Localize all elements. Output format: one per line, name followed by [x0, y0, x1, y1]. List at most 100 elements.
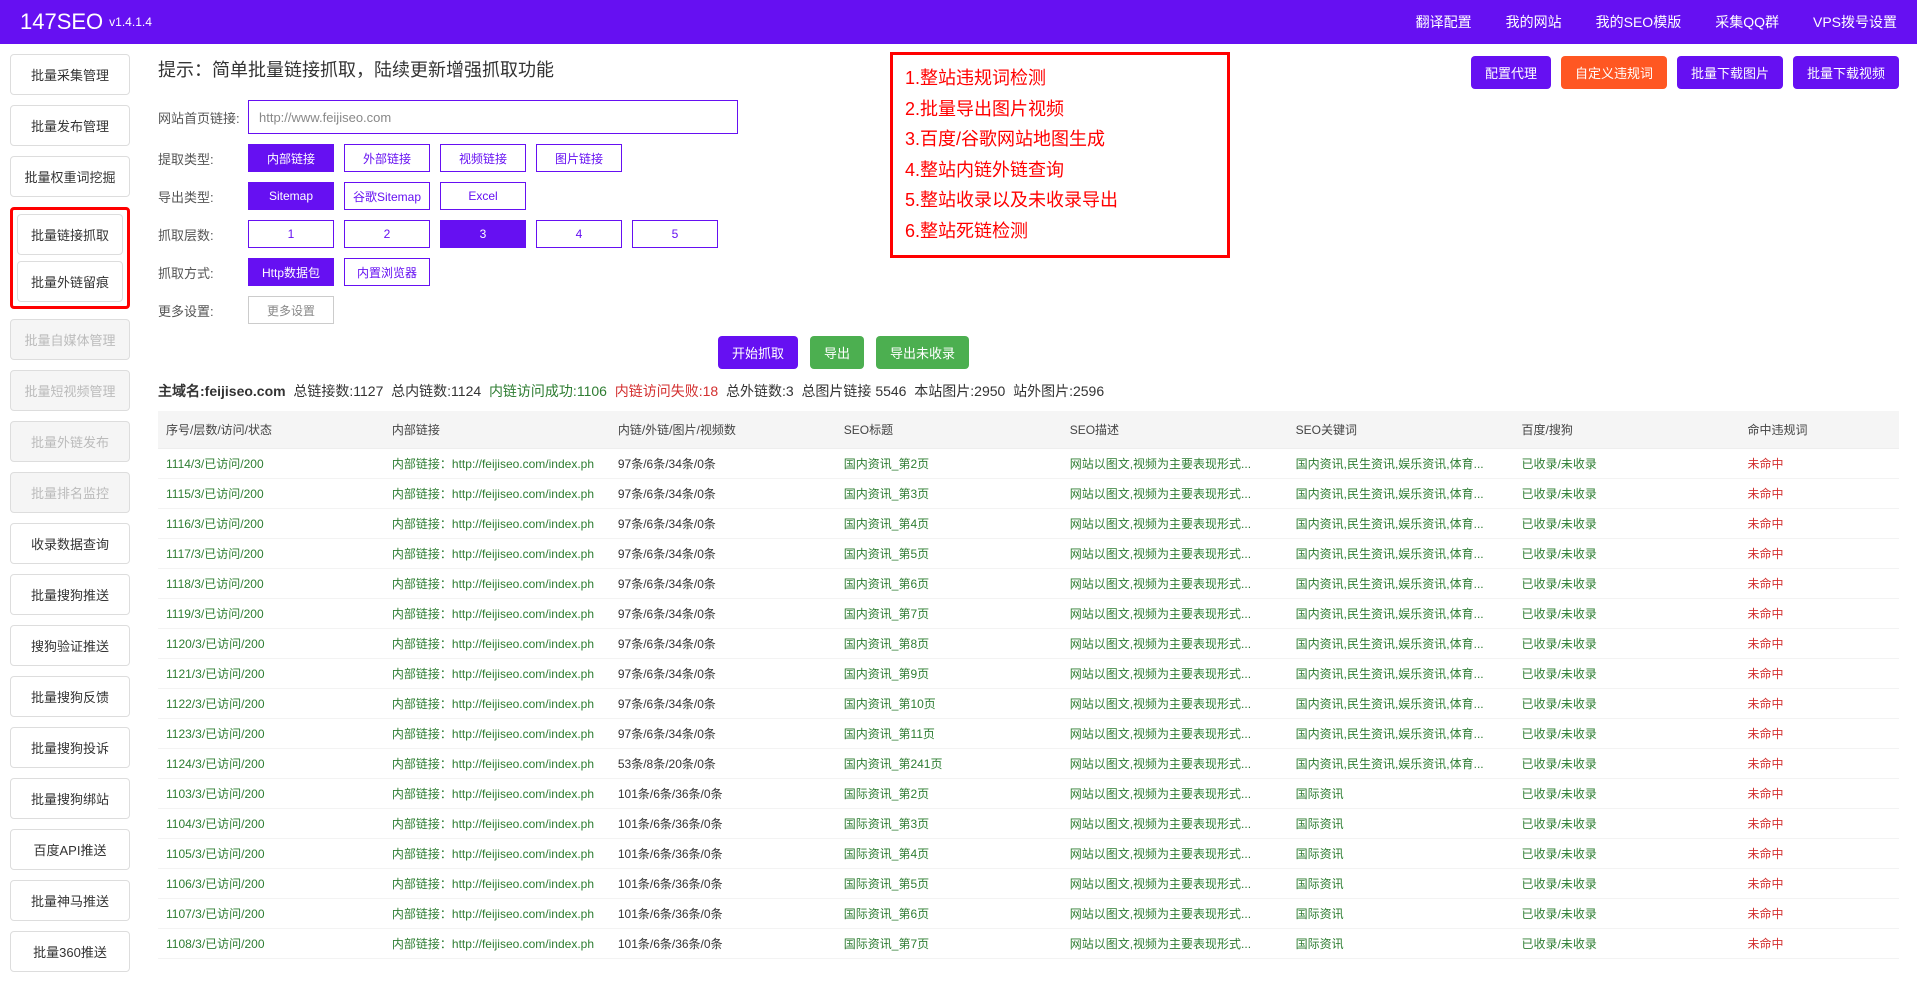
action-button[interactable]: 批量下载图片	[1677, 56, 1783, 89]
table-row[interactable]: 1108/3/已访问/200内部链接：http://feijiseo.com/i…	[158, 929, 1899, 959]
option-label: 更多设置:	[158, 301, 248, 320]
table-row[interactable]: 1103/3/已访问/200内部链接：http://feijiseo.com/i…	[158, 779, 1899, 809]
table-cell: 国际资讯	[1288, 779, 1514, 809]
table-cell: 网站以图文,视频为主要表现形式...	[1062, 449, 1288, 479]
table-row[interactable]: 1123/3/已访问/200内部链接：http://feijiseo.com/i…	[158, 719, 1899, 749]
topnav-link[interactable]: 我的SEO模版	[1596, 12, 1682, 32]
table-row[interactable]: 1115/3/已访问/200内部链接：http://feijiseo.com/i…	[158, 479, 1899, 509]
table-cell: 国内资讯_第8页	[836, 629, 1062, 659]
table-cell: 1114/3/已访问/200	[158, 449, 384, 479]
option-button[interactable]: 2	[344, 220, 430, 248]
option-button[interactable]: Sitemap	[248, 182, 334, 210]
column-header[interactable]: SEO标题	[836, 411, 1062, 449]
option-button[interactable]: 1	[248, 220, 334, 248]
table-row[interactable]: 1116/3/已访问/200内部链接：http://feijiseo.com/i…	[158, 509, 1899, 539]
option-button[interactable]: 3	[440, 220, 526, 248]
column-header[interactable]: SEO描述	[1062, 411, 1288, 449]
sidebar-item[interactable]: 批量外链留痕	[17, 261, 123, 302]
sidebar-item[interactable]: 批量采集管理	[10, 54, 130, 95]
sidebar-item[interactable]: 批量权重词挖掘	[10, 156, 130, 197]
center-action-button[interactable]: 开始抓取	[718, 336, 798, 369]
table-cell: 网站以图文,视频为主要表现形式...	[1062, 749, 1288, 779]
option-row: 抓取方式:Http数据包内置浏览器	[158, 258, 1899, 286]
table-cell: 国内资讯_第7页	[836, 599, 1062, 629]
table-cell: 已收录/未收录	[1514, 539, 1740, 569]
table-cell: 内部链接：http://feijiseo.com/index.ph	[384, 479, 610, 509]
table-cell: 网站以图文,视频为主要表现形式...	[1062, 539, 1288, 569]
table-row[interactable]: 1120/3/已访问/200内部链接：http://feijiseo.com/i…	[158, 629, 1899, 659]
table-cell: 国内资讯,民生资讯,娱乐资讯,体育...	[1288, 479, 1514, 509]
table-cell: 1116/3/已访问/200	[158, 509, 384, 539]
sidebar-item[interactable]: 批量搜狗绑站	[10, 778, 130, 819]
table-row[interactable]: 1106/3/已访问/200内部链接：http://feijiseo.com/i…	[158, 869, 1899, 899]
table-cell: 内部链接：http://feijiseo.com/index.ph	[384, 899, 610, 929]
option-button[interactable]: 4	[536, 220, 622, 248]
action-button[interactable]: 批量下载视频	[1793, 56, 1899, 89]
table-row[interactable]: 1117/3/已访问/200内部链接：http://feijiseo.com/i…	[158, 539, 1899, 569]
column-header[interactable]: 内部链接	[384, 411, 610, 449]
option-button[interactable]: 视频链接	[440, 144, 526, 172]
sidebar-item[interactable]: 收录数据查询	[10, 523, 130, 564]
sidebar-item[interactable]: 搜狗验证推送	[10, 625, 130, 666]
table-cell: 1121/3/已访问/200	[158, 659, 384, 689]
table-cell: 已收录/未收录	[1514, 689, 1740, 719]
table-row[interactable]: 1114/3/已访问/200内部链接：http://feijiseo.com/i…	[158, 449, 1899, 479]
table-cell: 101条/6条/36条/0条	[610, 779, 836, 809]
table-row[interactable]: 1122/3/已访问/200内部链接：http://feijiseo.com/i…	[158, 689, 1899, 719]
sidebar-item[interactable]: 批量360推送	[10, 931, 130, 972]
table-row[interactable]: 1118/3/已访问/200内部链接：http://feijiseo.com/i…	[158, 569, 1899, 599]
column-header[interactable]: 序号/层数/访问/状态	[158, 411, 384, 449]
feature-item: 2.批量导出图片视频	[905, 94, 1215, 125]
feature-item: 4.整站内链外链查询	[905, 155, 1215, 186]
table-row[interactable]: 1105/3/已访问/200内部链接：http://feijiseo.com/i…	[158, 839, 1899, 869]
action-button[interactable]: 配置代理	[1471, 56, 1551, 89]
column-header[interactable]: 百度/搜狗	[1514, 411, 1740, 449]
topnav-link[interactable]: 采集QQ群	[1715, 12, 1779, 32]
option-button[interactable]: 5	[632, 220, 718, 248]
table-row[interactable]: 1107/3/已访问/200内部链接：http://feijiseo.com/i…	[158, 899, 1899, 929]
sidebar-item[interactable]: 百度API推送	[10, 829, 130, 870]
table-cell: 网站以图文,视频为主要表现形式...	[1062, 839, 1288, 869]
option-button[interactable]: 更多设置	[248, 296, 334, 324]
center-action-button[interactable]: 导出未收录	[876, 336, 969, 369]
topnav-link[interactable]: 我的网站	[1506, 12, 1562, 32]
table-cell: 1106/3/已访问/200	[158, 869, 384, 899]
topnav-link[interactable]: 翻译配置	[1416, 12, 1472, 32]
table-cell: 国内资讯,民生资讯,娱乐资讯,体育...	[1288, 539, 1514, 569]
table-cell: 已收录/未收录	[1514, 809, 1740, 839]
column-header[interactable]: 命中违规词	[1739, 411, 1899, 449]
sidebar-item[interactable]: 批量发布管理	[10, 105, 130, 146]
sidebar-item[interactable]: 批量搜狗推送	[10, 574, 130, 615]
table-cell: 内部链接：http://feijiseo.com/index.ph	[384, 569, 610, 599]
option-button[interactable]: 内置浏览器	[344, 258, 430, 286]
option-button[interactable]: Excel	[440, 182, 526, 210]
center-action-button[interactable]: 导出	[810, 336, 864, 369]
stats-domain: feijiseo.com	[205, 383, 286, 399]
table-cell: 已收录/未收录	[1514, 659, 1740, 689]
sidebar-item[interactable]: 批量搜狗反馈	[10, 676, 130, 717]
sidebar-item[interactable]: 批量链接抓取	[17, 214, 123, 255]
table-row[interactable]: 1119/3/已访问/200内部链接：http://feijiseo.com/i…	[158, 599, 1899, 629]
sidebar-item[interactable]: 批量神马推送	[10, 880, 130, 921]
table-row[interactable]: 1104/3/已访问/200内部链接：http://feijiseo.com/i…	[158, 809, 1899, 839]
sidebar-item[interactable]: 批量搜狗投诉	[10, 727, 130, 768]
topnav-link[interactable]: VPS拨号设置	[1813, 12, 1897, 32]
table-cell: 国际资讯_第2页	[836, 779, 1062, 809]
column-header[interactable]: SEO关键词	[1288, 411, 1514, 449]
table-cell: 内部链接：http://feijiseo.com/index.ph	[384, 779, 610, 809]
table-row[interactable]: 1121/3/已访问/200内部链接：http://feijiseo.com/i…	[158, 659, 1899, 689]
url-input[interactable]	[248, 100, 738, 134]
table-cell: 已收录/未收录	[1514, 449, 1740, 479]
action-button[interactable]: 自定义违规词	[1561, 56, 1667, 89]
table-cell: 未命中	[1739, 539, 1899, 569]
option-button[interactable]: 谷歌Sitemap	[344, 182, 430, 210]
column-header[interactable]: 内链/外链/图片/视频数	[610, 411, 836, 449]
table-cell: 97条/6条/34条/0条	[610, 659, 836, 689]
table-cell: 国内资讯,民生资讯,娱乐资讯,体育...	[1288, 659, 1514, 689]
option-button[interactable]: 外部链接	[344, 144, 430, 172]
option-button[interactable]: Http数据包	[248, 258, 334, 286]
option-button[interactable]: 图片链接	[536, 144, 622, 172]
option-button[interactable]: 内部链接	[248, 144, 334, 172]
table-row[interactable]: 1124/3/已访问/200内部链接：http://feijiseo.com/i…	[158, 749, 1899, 779]
stats-total-links: 总链接数:1127	[293, 383, 383, 399]
